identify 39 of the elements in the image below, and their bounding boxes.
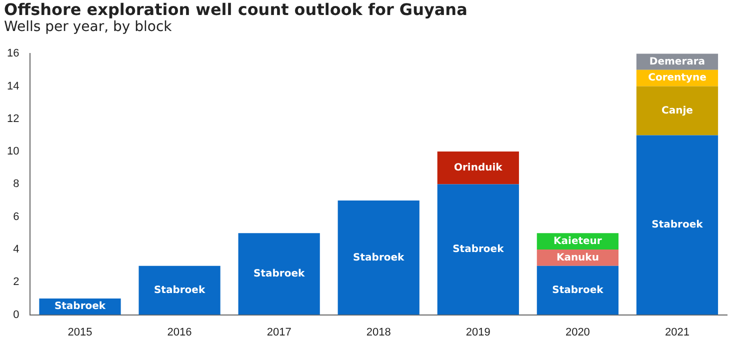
bar (437, 184, 519, 315)
x-tick-label: 2015 (68, 326, 92, 338)
text: Stabroek (452, 244, 504, 256)
x-tick-label: 2019 (466, 326, 490, 338)
text: Stabroek (353, 252, 404, 264)
y-tick-label: 0 (13, 308, 20, 321)
text: Stabroek (552, 284, 604, 296)
series-label: Corentyne (648, 72, 707, 84)
series-label: Kanuku (556, 252, 599, 264)
chart-subtitle: Wells per year, by block (4, 19, 172, 35)
y-tick-label: 14 (6, 80, 20, 92)
y-tick-label: 6 (13, 210, 20, 223)
series-label: Stabroek (54, 301, 106, 312)
x-tick-label: 2020 (565, 326, 590, 338)
y-tick-label: 16 (6, 48, 20, 60)
bar (536, 266, 619, 315)
y-tick-label: 2 (13, 276, 20, 288)
series-label: Canje (662, 105, 694, 116)
y-tick-label: 4 (13, 244, 20, 256)
bar (138, 266, 220, 315)
series-label: Demerara (649, 56, 706, 68)
series-label: Kaieteur (554, 236, 602, 247)
bar (636, 86, 718, 136)
text: Stabroek (154, 284, 206, 296)
bar (437, 152, 519, 184)
x-tick-label: 2016 (167, 326, 192, 338)
text: Stabroek (254, 268, 305, 280)
x-tick-label: 2018 (366, 326, 391, 338)
bar (338, 200, 420, 315)
series-label: Orinduik (454, 162, 503, 174)
text: Stabroek (652, 220, 703, 231)
x-tick-label: 2021 (664, 326, 690, 338)
y-tick-label: 12 (6, 112, 20, 125)
y-tick-label: 10 (6, 146, 20, 158)
bar (238, 233, 320, 315)
y-tick-label: 8 (13, 178, 20, 190)
x-tick-label: 2017 (266, 326, 292, 338)
bar (636, 135, 718, 315)
chart-title: Offshore exploration well count outlook for Guyana (4, 0, 468, 19)
